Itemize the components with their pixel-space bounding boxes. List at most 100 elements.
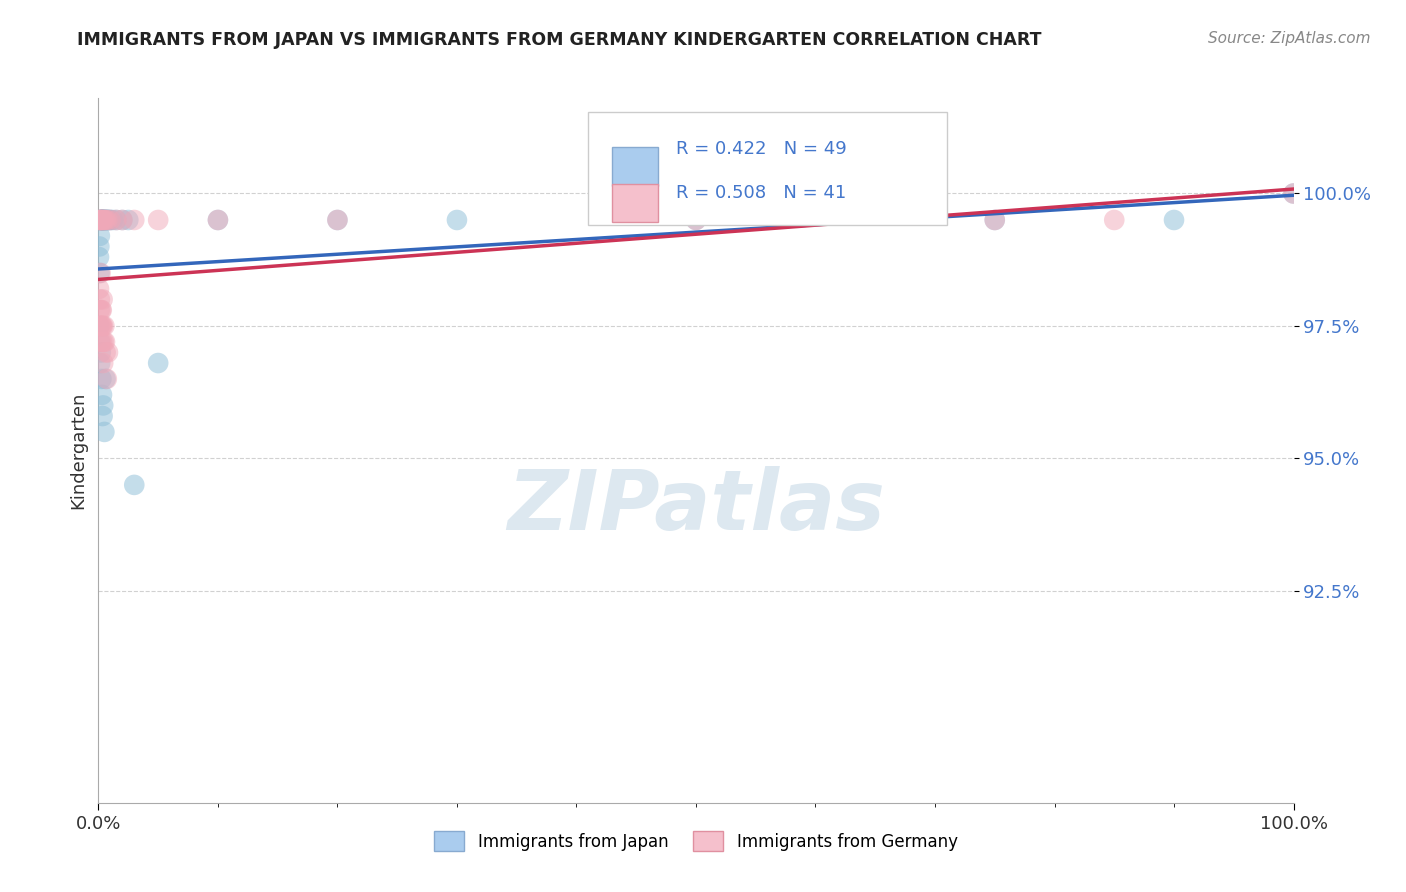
Point (87, 250, 110, 264)
Point (90, 345, 112, 359)
Point (124, 478, 146, 492)
Point (89, 213, 111, 227)
Point (94, 213, 117, 227)
Point (98, 213, 121, 227)
Point (93, 213, 115, 227)
Point (90, 213, 112, 227)
Point (117, 213, 139, 227)
Point (685, 213, 707, 227)
Point (148, 213, 170, 227)
Point (91, 318, 114, 333)
Point (91, 213, 114, 227)
Point (96, 213, 118, 227)
Point (89, 239, 111, 253)
Point (93, 334, 115, 349)
Point (91, 293, 114, 307)
Point (91, 213, 114, 227)
Point (105, 213, 128, 227)
Point (1282, 186, 1305, 201)
Point (91, 399, 114, 413)
Point (98, 213, 122, 227)
Point (207, 213, 229, 227)
Point (97, 345, 120, 359)
Point (94, 345, 117, 359)
Text: ZIPatlas: ZIPatlas (508, 467, 884, 548)
Point (446, 213, 468, 227)
Point (89, 356, 111, 370)
Point (89, 318, 111, 333)
Point (90, 213, 112, 227)
Point (87, 282, 110, 296)
Point (984, 213, 1007, 227)
Point (90, 213, 112, 227)
Point (89, 293, 111, 307)
Point (89, 213, 111, 227)
Point (90, 213, 112, 227)
Point (91, 213, 114, 227)
Point (94, 213, 117, 227)
Point (93, 213, 115, 227)
Point (98, 213, 122, 227)
Point (105, 213, 128, 227)
Point (93, 213, 115, 227)
Point (94, 213, 117, 227)
Point (685, 213, 707, 227)
Point (1282, 186, 1305, 201)
Point (93, 425, 115, 439)
Point (90, 334, 112, 349)
Text: R = 0.508   N = 41: R = 0.508 N = 41 (676, 185, 846, 202)
Point (984, 213, 1007, 227)
Point (326, 213, 349, 227)
Point (89, 213, 111, 227)
Point (96, 372, 118, 386)
Text: Source: ZipAtlas.com: Source: ZipAtlas.com (1208, 31, 1371, 46)
Text: IMMIGRANTS FROM JAPAN VS IMMIGRANTS FROM GERMANY KINDERGARTEN CORRELATION CHART: IMMIGRANTS FROM JAPAN VS IMMIGRANTS FROM… (77, 31, 1042, 49)
Point (111, 213, 134, 227)
Point (148, 356, 170, 370)
Point (97, 213, 120, 227)
Point (1104, 213, 1126, 227)
FancyBboxPatch shape (613, 184, 658, 222)
Legend: Immigrants from Japan, Immigrants from Germany: Immigrants from Japan, Immigrants from G… (427, 824, 965, 858)
Point (90, 213, 112, 227)
Point (90, 303, 112, 318)
Point (89, 228, 111, 243)
Point (89, 266, 111, 280)
Point (89, 334, 111, 349)
Point (101, 213, 124, 227)
Point (94, 372, 117, 386)
Point (326, 213, 349, 227)
Point (93, 213, 115, 227)
Point (96, 213, 118, 227)
Point (93, 318, 115, 333)
Point (93, 213, 115, 227)
Point (111, 213, 134, 227)
Point (96, 213, 118, 227)
Point (90, 318, 112, 333)
Point (90, 372, 112, 386)
Point (89, 303, 111, 318)
Point (90, 303, 112, 318)
Point (90, 213, 112, 227)
Point (207, 213, 229, 227)
Point (96, 213, 118, 227)
FancyBboxPatch shape (613, 147, 658, 186)
Point (90, 213, 112, 227)
Point (91, 334, 114, 349)
Point (91, 388, 114, 402)
Point (91, 356, 114, 370)
Text: R = 0.422   N = 49: R = 0.422 N = 49 (676, 140, 846, 158)
Point (90, 213, 112, 227)
Point (94, 334, 117, 349)
Y-axis label: Kindergarten: Kindergarten (69, 392, 87, 509)
Point (1163, 213, 1185, 227)
Point (89, 318, 111, 333)
Point (90, 266, 112, 280)
Point (91, 409, 114, 423)
Point (124, 213, 146, 227)
Point (91, 318, 114, 333)
Point (91, 213, 114, 227)
Point (91, 213, 114, 227)
FancyBboxPatch shape (589, 112, 948, 225)
Point (91, 213, 114, 227)
